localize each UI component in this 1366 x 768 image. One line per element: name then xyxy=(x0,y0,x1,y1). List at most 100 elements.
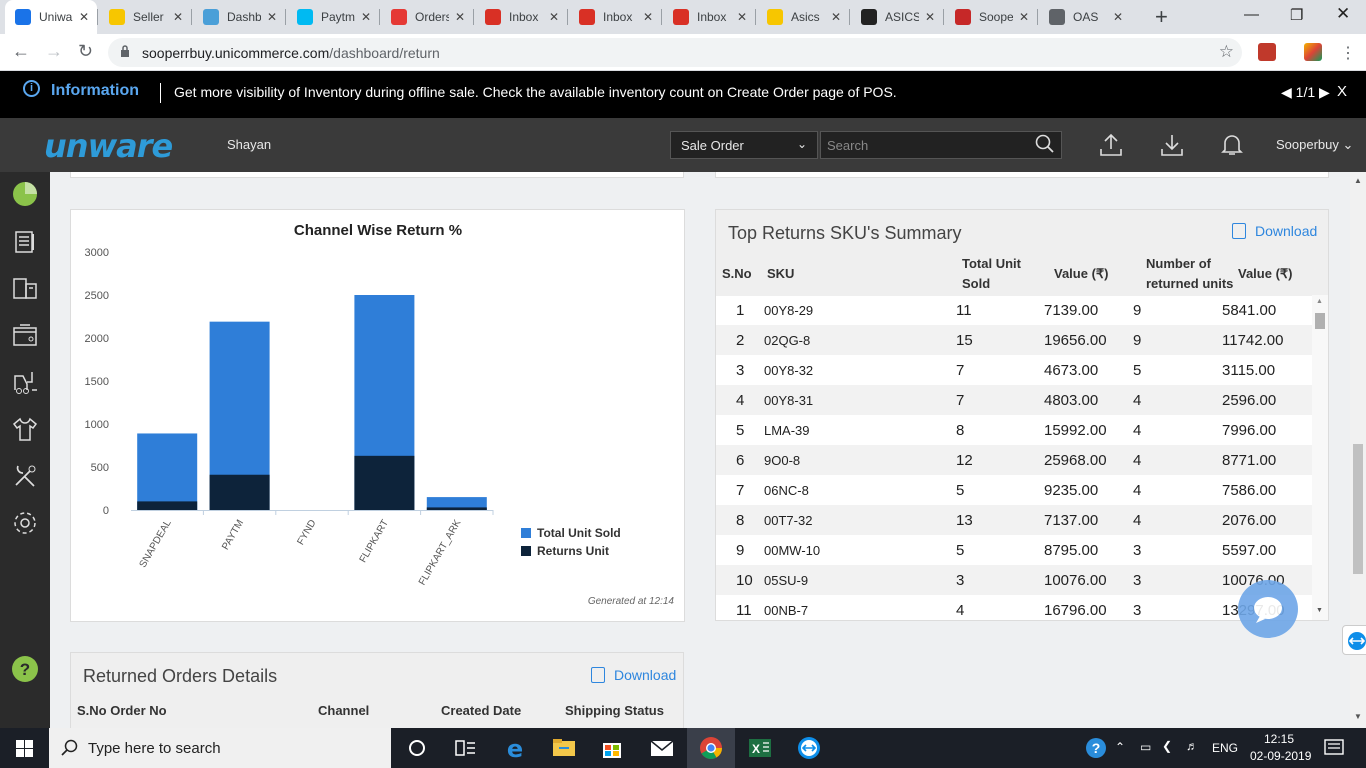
windows-start-icon[interactable] xyxy=(16,740,33,757)
table-row[interactable]: 2 02QG-8 15 19656.00 9 11742.00 xyxy=(716,325,1312,355)
chat-bubble-button[interactable] xyxy=(1238,580,1298,638)
browser-tab[interactable]: Inbox ✕ xyxy=(663,0,755,34)
orders-icon[interactable] xyxy=(11,228,39,256)
table-row[interactable]: 7 06NC-8 5 9235.00 4 7586.00 xyxy=(716,475,1312,505)
action-center-icon[interactable] xyxy=(1324,739,1344,757)
sku-scroll-thumb[interactable] xyxy=(1315,313,1325,329)
store-icon[interactable] xyxy=(597,734,627,762)
help-icon[interactable]: ? xyxy=(11,655,39,683)
browser-tab[interactable]: Orders ✕ xyxy=(381,0,473,34)
clock-time[interactable]: 12:15 xyxy=(1264,732,1295,746)
maximize-button[interactable]: ❐ xyxy=(1290,7,1304,24)
cortana-icon[interactable] xyxy=(402,734,432,762)
edge-browser-icon[interactable]: e xyxy=(500,734,530,762)
task-view-icon[interactable] xyxy=(450,734,480,762)
scroll-up-arrow-icon[interactable]: ▲ xyxy=(1316,298,1323,305)
close-tab-icon[interactable]: ✕ xyxy=(1112,10,1123,24)
minimize-button[interactable]: — xyxy=(1244,6,1259,23)
table-row[interactable]: 1 00Y8-29 11 7139.00 9 5841.00 xyxy=(716,295,1312,325)
browser-tab[interactable]: Seller ✕ xyxy=(99,0,191,34)
browser-tab[interactable]: Inbox ✕ xyxy=(475,0,567,34)
chrome-icon[interactable] xyxy=(696,734,726,762)
browser-tab[interactable]: Paytm ✕ xyxy=(287,0,379,34)
uniware-logo[interactable]: unware xyxy=(44,127,173,165)
bookmark-star-icon[interactable]: ☆ xyxy=(1218,42,1234,61)
tools-icon[interactable] xyxy=(11,462,39,490)
close-tab-icon[interactable]: ✕ xyxy=(548,10,559,24)
account-menu[interactable]: Sooperbuy ⌄ xyxy=(1276,137,1353,153)
next-arrow-icon[interactable]: ▶ xyxy=(1319,84,1330,100)
sku-download-button[interactable]: Download xyxy=(1232,223,1317,239)
table-row[interactable]: 4 00Y8-31 7 4803.00 4 2596.00 xyxy=(716,385,1312,415)
table-row[interactable]: 9 00MW-10 5 8795.00 3 5597.00 xyxy=(716,535,1312,565)
browser-tab[interactable]: OAS ✕ xyxy=(1039,0,1131,34)
settings-gear-icon[interactable] xyxy=(11,509,39,537)
back-arrow-icon[interactable]: ← xyxy=(12,41,30,61)
clock-date[interactable]: 02-09-2019 xyxy=(1250,749,1312,763)
page-scrollbar[interactable]: ▲ ▼ xyxy=(1350,172,1366,728)
browser-tab[interactable]: Inbox ✕ xyxy=(569,0,661,34)
taskbar-search-box[interactable]: Type here to search xyxy=(49,728,391,768)
close-tab-icon[interactable]: ✕ xyxy=(1018,10,1029,24)
url-omnibox[interactable]: sooperrbuy.unicommerce.com/dashboard/ret… xyxy=(108,38,1242,67)
close-tab-icon[interactable]: ✕ xyxy=(642,10,653,24)
browser-tab[interactable]: Dashboard ✕ xyxy=(193,0,285,34)
table-row[interactable]: 6 9O0-8 12 25968.00 4 8771.00 xyxy=(716,445,1312,475)
close-tab-icon[interactable]: ✕ xyxy=(360,10,371,24)
prev-arrow-icon[interactable]: ◀ xyxy=(1281,84,1292,100)
notification-bell-icon[interactable] xyxy=(1219,132,1245,158)
browser-tab[interactable]: ASICS ✕ xyxy=(851,0,943,34)
browser-tab[interactable]: Sooperbuy ✕ xyxy=(945,0,1037,34)
mail-icon[interactable] xyxy=(647,734,677,762)
facility-name[interactable]: Shayan xyxy=(227,137,272,152)
apparel-icon[interactable] xyxy=(11,415,39,443)
pdf-extension-icon[interactable] xyxy=(1258,43,1276,61)
browser-tab[interactable]: Uniware ✕ xyxy=(5,0,97,34)
close-tab-icon[interactable]: ✕ xyxy=(78,10,89,24)
close-tab-icon[interactable]: ✕ xyxy=(736,10,747,24)
excel-icon[interactable]: X xyxy=(745,734,775,762)
close-tab-icon[interactable]: ✕ xyxy=(266,10,277,24)
close-tab-icon[interactable]: ✕ xyxy=(172,10,183,24)
battery-icon[interactable]: ▭ xyxy=(1140,740,1152,754)
header-search-input[interactable]: Search xyxy=(820,131,1062,159)
page-scroll-thumb[interactable] xyxy=(1353,444,1363,574)
dashboard-pie-icon[interactable] xyxy=(11,180,39,208)
close-tab-icon[interactable]: ✕ xyxy=(454,10,465,24)
returned-orders-download-button[interactable]: Download xyxy=(591,667,676,683)
close-window-button[interactable]: ✕ xyxy=(1336,4,1351,23)
chrome-menu-icon[interactable]: ⋮ xyxy=(1340,45,1356,62)
scroll-up-arrow-icon[interactable]: ▲ xyxy=(1354,176,1362,185)
search-icon[interactable] xyxy=(1035,134,1055,154)
reload-icon[interactable]: ↻ xyxy=(78,41,94,61)
volume-icon[interactable]: ♬ xyxy=(1186,739,1198,753)
language-indicator[interactable]: ENG xyxy=(1212,741,1239,755)
browser-tab[interactable]: Asics ✕ xyxy=(757,0,849,34)
teamviewer-taskbar-icon[interactable] xyxy=(794,734,824,762)
extension-icon[interactable] xyxy=(1304,43,1322,61)
teamviewer-icon[interactable] xyxy=(1342,625,1366,655)
forward-arrow-icon[interactable]: → xyxy=(45,41,63,61)
table-row[interactable]: 10 05SU-9 3 10076.00 3 10076.00 xyxy=(716,565,1312,595)
wifi-icon[interactable]: ❮ xyxy=(1162,739,1173,753)
products-icon[interactable] xyxy=(11,274,39,302)
help-tray-icon[interactable]: ? xyxy=(1085,737,1107,759)
scroll-down-arrow-icon[interactable]: ▼ xyxy=(1354,712,1362,721)
tray-chevron-icon[interactable]: ⌃ xyxy=(1115,740,1126,754)
close-tab-icon[interactable]: ✕ xyxy=(924,10,935,24)
close-tab-icon[interactable]: ✕ xyxy=(830,10,841,24)
forklift-icon[interactable] xyxy=(11,368,39,396)
sku-table-scrollbar[interactable]: ▲ ▼ xyxy=(1312,295,1328,620)
file-explorer-icon[interactable] xyxy=(549,734,579,762)
search-type-select[interactable]: Sale Order ⌄ xyxy=(670,131,818,159)
inventory-icon[interactable] xyxy=(11,321,39,349)
download-icon[interactable] xyxy=(1159,132,1185,158)
scroll-down-arrow-icon[interactable]: ▼ xyxy=(1316,607,1323,614)
table-row[interactable]: 3 00Y8-32 7 4673.00 5 3115.00 xyxy=(716,355,1312,385)
info-close-button[interactable]: X xyxy=(1337,83,1348,100)
upload-icon[interactable] xyxy=(1098,132,1124,158)
table-row[interactable]: 8 00T7-32 13 7137.00 4 2076.00 xyxy=(716,505,1312,535)
new-tab-button[interactable]: + xyxy=(1155,4,1168,29)
table-row[interactable]: 5 LMA-39 8 15992.00 4 7996.00 xyxy=(716,415,1312,445)
